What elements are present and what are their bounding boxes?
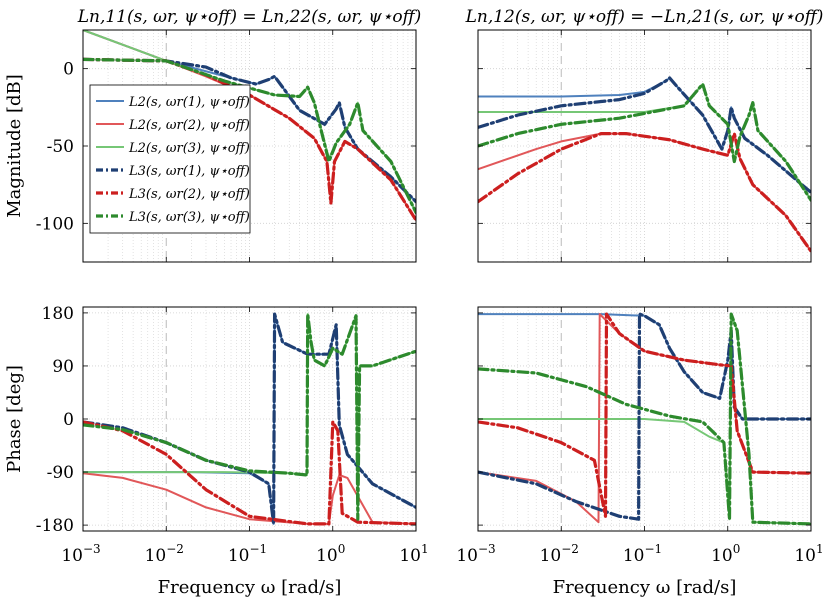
y-tick-label: -50	[47, 137, 74, 157]
y-tick-label: 90	[52, 357, 74, 377]
grid	[82, 307, 417, 531]
series-line	[478, 83, 811, 202]
series-line	[478, 312, 811, 521]
grid	[477, 30, 812, 262]
series-group	[83, 312, 416, 526]
series-group	[478, 76, 811, 253]
panel-mag-11: 0 -50 -100 Magnitude [dB] Ln,11(s, ωr, ψ⋆off…	[4, 7, 422, 263]
series-line	[478, 76, 811, 194]
series-line	[478, 312, 811, 518]
y-tick-label: -100	[36, 214, 74, 234]
y-tick-label: 0	[63, 410, 74, 430]
panel-phase-12: 10−3 10−2 10−1 100 101 Frequency ω [rad/s]	[456, 306, 824, 598]
series-group	[83, 30, 416, 222]
panel-phase-11: 180 90 0 -90 -180 10−3 10−2 10−1 100 101 Frequency…	[4, 304, 429, 598]
x-tick-label: 101	[399, 542, 428, 566]
panel-title: Ln,11(s, ωr, ψ⋆off) = Ln,22(s, ωr, ψ⋆off…	[77, 7, 422, 27]
legend-label: L2(s, ωr(3), ψ⋆off)	[128, 141, 250, 156]
series-line	[83, 57, 416, 204]
panel-mag-12: Ln,12(s, ωr, ψ⋆off) = −Ln,21(s, ωr, ψ⋆of…	[465, 7, 824, 263]
series-group	[478, 312, 811, 526]
series-line	[83, 420, 416, 526]
x-axis-label: Frequency ω [rad/s]	[158, 577, 342, 598]
y-tick-label: -90	[47, 463, 74, 483]
x-tick-label: 101	[794, 542, 823, 566]
series-line	[83, 312, 416, 521]
legend-label: L3(s, ωr(3), ψ⋆off)	[128, 210, 250, 225]
y-tick-label: 0	[63, 60, 74, 80]
legend-label: L3(s, ωr(2), ψ⋆off)	[128, 187, 250, 202]
x-tick-label: 10−1	[228, 542, 267, 566]
series-line	[478, 312, 811, 526]
x-axis-label: Frequency ω [rad/s]	[553, 577, 737, 598]
panel-title: Ln,12(s, ωr, ψ⋆off) = −Ln,21(s, ωr, ψ⋆of…	[465, 7, 824, 27]
x-tick-label: 10−3	[61, 542, 100, 566]
axes-frame	[477, 29, 812, 263]
x-tick-label: 100	[711, 542, 740, 566]
legend-label: L3(s, ωr(1), ψ⋆off)	[128, 164, 250, 179]
legend-box	[89, 84, 251, 234]
legend-label: L2(s, ωr(2), ψ⋆off)	[128, 118, 250, 133]
series-line	[478, 82, 811, 202]
x-tick-label: 10−1	[623, 542, 662, 566]
y-axis-label: Magnitude [dB]	[4, 74, 25, 218]
y-tick-label: 180	[42, 304, 74, 324]
series-line	[83, 313, 416, 521]
y-axis-label: Phase [deg]	[4, 365, 25, 473]
series-line	[478, 132, 811, 253]
legend: L2(s, ωr(1), ψ⋆off) L2(s, ωr(2), ψ⋆off) L2…	[89, 84, 251, 234]
x-tick-label: 10−2	[145, 542, 184, 566]
legend-label: L2(s, ωr(1), ψ⋆off)	[128, 95, 250, 110]
y-tick-label: -180	[36, 516, 74, 536]
x-tick-label: 10−3	[456, 542, 495, 566]
x-tick-label: 100	[316, 542, 345, 566]
series-line	[83, 57, 416, 215]
x-tick-label: 10−2	[540, 542, 579, 566]
